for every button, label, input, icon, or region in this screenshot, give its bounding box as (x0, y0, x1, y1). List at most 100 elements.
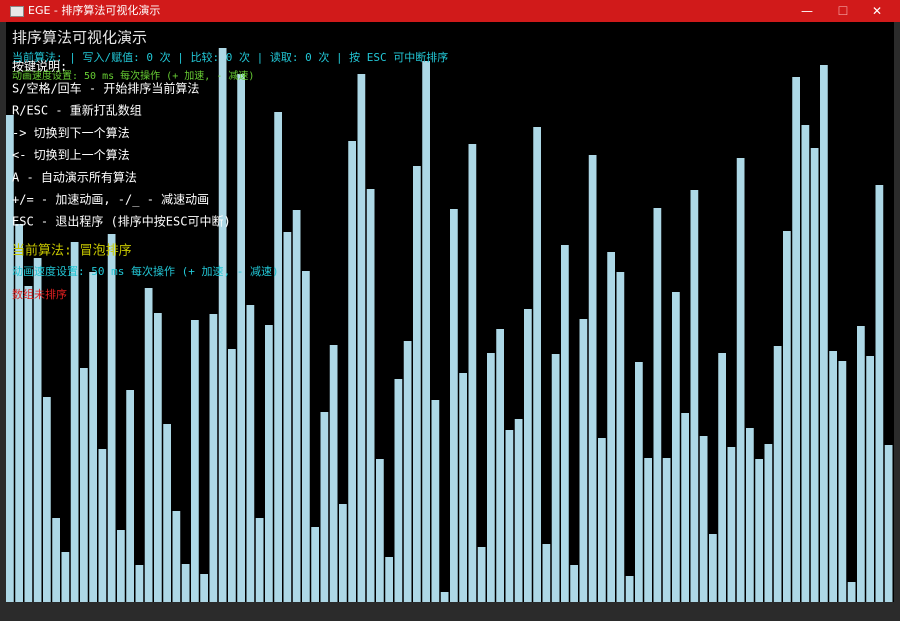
bar (422, 61, 430, 602)
bar (191, 320, 199, 602)
bar (237, 74, 245, 602)
bar (255, 518, 264, 602)
bar (838, 361, 847, 602)
bar (302, 271, 310, 602)
bar (561, 245, 569, 602)
bar (24, 286, 33, 602)
status-line: 当前算法: | 写入/赋值: 0 次 | 比较: 0 次 | 读取: 0 次 |… (12, 50, 448, 64)
sort-state: 数组未排序 (12, 287, 67, 301)
bar (616, 272, 625, 602)
bar (154, 313, 162, 602)
bar (866, 356, 874, 602)
bar (6, 115, 14, 602)
bar (570, 565, 578, 602)
bar (736, 158, 745, 602)
bar (348, 141, 356, 602)
bar (801, 125, 810, 602)
bar (875, 185, 884, 602)
bar (727, 447, 736, 602)
bar (653, 208, 662, 602)
bar (246, 305, 255, 602)
bar (376, 459, 384, 602)
bar (366, 189, 375, 602)
bar (635, 362, 643, 602)
app-heading: 排序算法可视化演示 (12, 29, 147, 47)
bar (80, 368, 88, 602)
bar (385, 557, 393, 602)
bar (431, 400, 440, 602)
bar (847, 582, 856, 602)
bar (274, 112, 282, 602)
bar (329, 345, 338, 602)
bar (524, 309, 532, 602)
current-algorithm: 当前算法: 冒泡排序 (12, 243, 132, 259)
instruction: -> 切换到下一个算法 (12, 125, 130, 140)
maximize-button[interactable]: ☐ (837, 4, 849, 18)
bar (477, 547, 486, 602)
bar (690, 190, 699, 602)
minimize-button[interactable]: — (801, 4, 813, 18)
bar (820, 65, 828, 602)
bar (43, 397, 51, 602)
bar (228, 349, 236, 602)
bar (403, 341, 412, 602)
bar (810, 148, 819, 602)
close-button[interactable]: ✕ (871, 4, 883, 18)
window-title: EGE - 排序算法可视化演示 (28, 4, 161, 17)
instruction: R/ESC - 重新打乱数组 (12, 103, 142, 118)
bar (542, 544, 551, 602)
speed-setting: 动画速度设置: 50 ms 每次操作 (+ 加速, - 减速) (12, 264, 279, 278)
bar (718, 353, 726, 602)
bar (413, 166, 421, 602)
keys-heading: 按键说明: (12, 59, 67, 74)
bar (52, 518, 60, 602)
bar (265, 325, 273, 602)
bar (505, 430, 514, 602)
bar (792, 77, 800, 602)
bar (514, 419, 523, 602)
bar (468, 144, 477, 602)
bar (598, 438, 606, 602)
bar (709, 534, 717, 602)
bar (292, 210, 301, 602)
instruction: +/= - 加速动画, -/_ - 减速动画 (12, 193, 209, 207)
bar (70, 242, 79, 602)
bar (311, 527, 319, 602)
bar (218, 48, 227, 602)
bar (320, 412, 329, 602)
bar (764, 444, 773, 602)
instruction: A - 自动演示所有算法 (12, 169, 137, 184)
bar (644, 458, 652, 602)
app-icon (10, 6, 24, 17)
bar (107, 234, 116, 602)
bar (672, 292, 680, 602)
bar (579, 319, 588, 602)
bar (746, 428, 754, 602)
bar (15, 224, 23, 602)
bar (61, 552, 70, 602)
bar (135, 565, 144, 602)
bar (172, 511, 181, 602)
bar (33, 258, 42, 602)
bar (551, 354, 560, 602)
bar (89, 272, 97, 602)
bar (357, 74, 366, 602)
bar (783, 231, 791, 602)
bar (163, 424, 171, 602)
bar (607, 252, 615, 602)
bar (773, 346, 782, 602)
bar (884, 445, 893, 602)
bar (662, 458, 671, 602)
bar (117, 530, 125, 602)
bar (144, 288, 153, 602)
bar (181, 564, 190, 602)
bar (588, 155, 597, 602)
bar (487, 353, 495, 602)
bar (699, 436, 708, 602)
bar (200, 574, 208, 602)
bar (440, 592, 449, 602)
bar (394, 379, 403, 602)
bar (496, 329, 504, 602)
bar (283, 232, 292, 602)
instruction: S/空格/回车 - 开始排序当前算法 (12, 81, 199, 96)
